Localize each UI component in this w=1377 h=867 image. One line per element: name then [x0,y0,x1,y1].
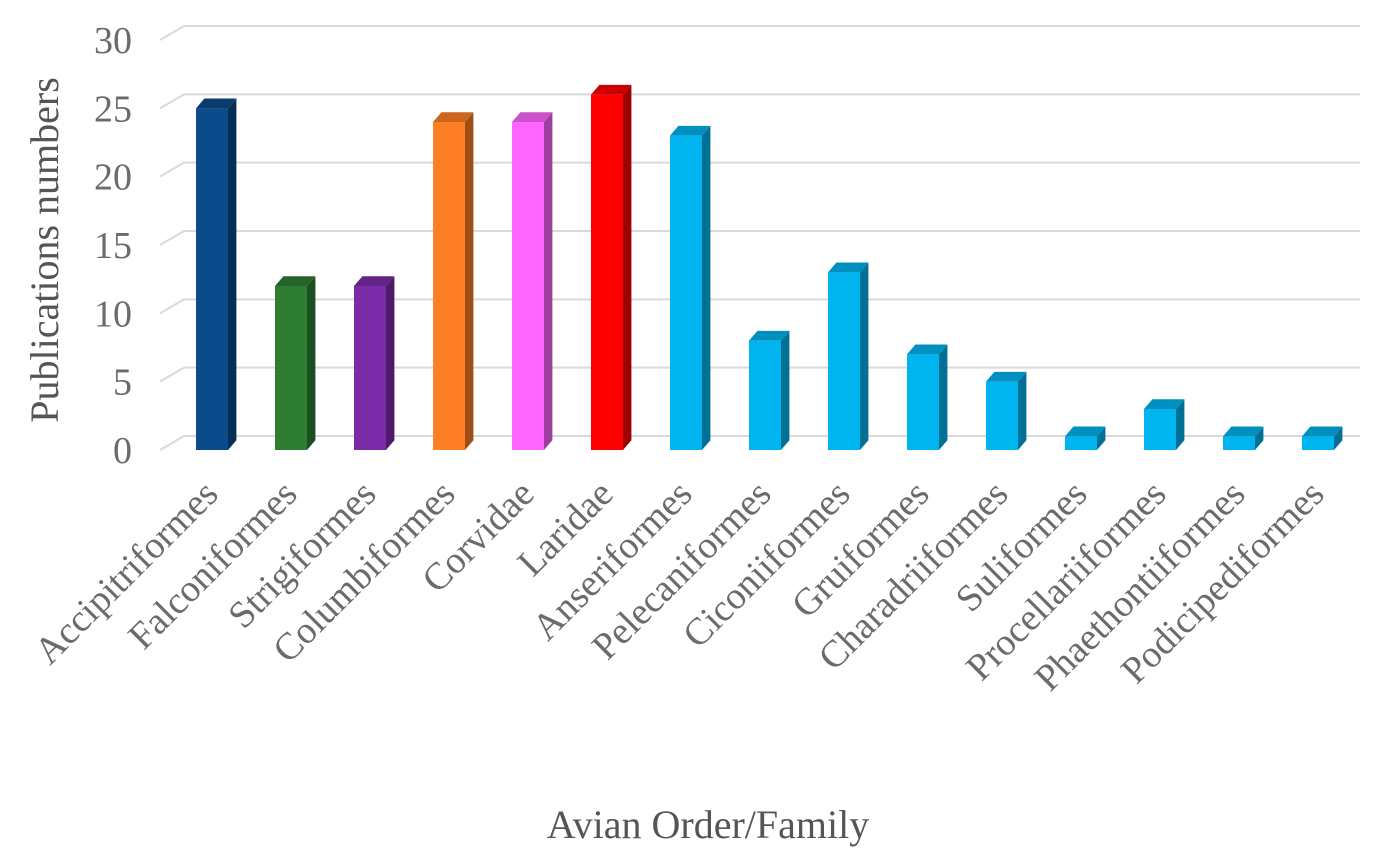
bar-top [1302,426,1343,437]
bar-front [354,286,386,450]
bar-top [1065,426,1106,437]
bar-top [354,276,395,286]
bar-front [907,354,939,450]
bar-side [939,344,948,450]
bar-side [1255,426,1264,450]
bar-top [670,125,711,136]
bar [433,112,474,450]
bar-top [749,330,790,341]
bar-side [1097,426,1106,450]
bar-side [1176,399,1185,450]
bar [1065,426,1106,450]
bar-top [512,112,553,122]
y-tick-label: 25 [94,88,132,130]
bar-front [591,94,623,451]
bar-front [986,381,1018,450]
gridline [159,230,1360,246]
bar [1144,399,1185,450]
bar-side [702,125,711,450]
bar-front [828,272,860,450]
x-category-labels: AccipitriformesFalconiformesStrigiformes… [27,473,1333,700]
bar-front [275,286,307,450]
bar-top [591,84,632,95]
bar-side [465,112,474,450]
y-tick-label: 15 [94,225,132,267]
y-axis-title: Publications numbers [22,77,67,423]
bar-front [1144,409,1176,450]
y-tick-label: 20 [94,157,132,199]
bar-front [1065,436,1097,450]
bar-side [228,98,237,451]
bar [907,344,948,450]
bar [828,262,869,450]
bar-top [828,262,869,273]
bar-side [386,276,395,450]
bar [512,112,553,450]
bar [1223,426,1264,450]
bar [354,276,395,450]
y-tick-labels: 0 5 10 15 20 25 30 [94,20,132,472]
bar-side [307,276,316,450]
gridlines [159,25,1360,451]
bar-side [860,262,869,450]
gridline [159,161,1360,178]
gridline [159,93,1360,110]
y-tick-label: 0 [113,430,132,472]
y-tick-label: 10 [94,293,132,335]
gridline [159,25,1360,41]
bar-front [1223,436,1255,450]
bar-side [623,84,632,450]
bars [196,84,1343,451]
bar [1302,426,1343,450]
bar-front [433,122,465,450]
y-tick-label: 30 [94,20,132,62]
bar [986,371,1027,450]
bar-front [749,340,781,450]
bar-top [907,344,948,355]
bar [196,98,237,451]
bar [591,84,632,451]
y-tick-label: 5 [113,362,132,404]
x-axis-title: Avian Order/Family [547,802,870,847]
bar-side [781,330,790,450]
bar-front [512,122,544,450]
gridline [159,298,1360,315]
bar-side [1018,371,1027,450]
bar [670,125,711,450]
bar-top [275,276,316,286]
bar-front [196,108,228,450]
bar-front [1302,436,1334,450]
bar-top [1144,399,1185,409]
bar-top [433,112,474,122]
bar-side [544,112,553,450]
bar-top [986,371,1027,382]
gridline [159,435,1360,451]
bar [749,330,790,450]
bar-top [1223,426,1264,437]
gridline [159,366,1360,383]
bar [275,276,316,450]
bar-front [670,135,702,450]
bar-side [1334,426,1343,450]
bar-top [196,98,237,109]
